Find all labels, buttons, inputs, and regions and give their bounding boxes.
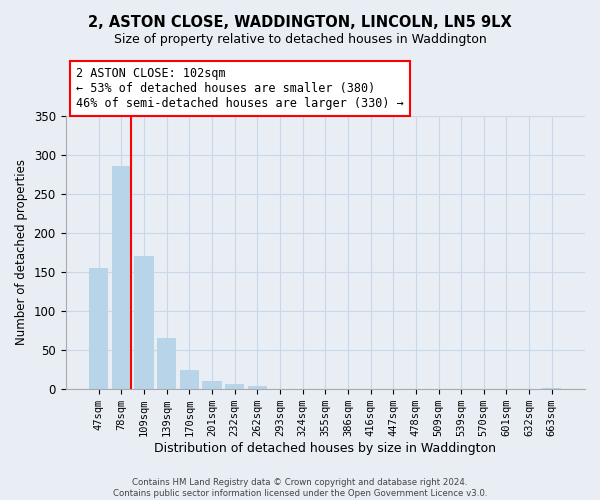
Text: 2 ASTON CLOSE: 102sqm
← 53% of detached houses are smaller (380)
46% of semi-det: 2 ASTON CLOSE: 102sqm ← 53% of detached … bbox=[76, 67, 404, 110]
X-axis label: Distribution of detached houses by size in Waddington: Distribution of detached houses by size … bbox=[154, 442, 496, 455]
Bar bbox=[134, 256, 154, 389]
Bar bbox=[89, 268, 109, 389]
Y-axis label: Number of detached properties: Number of detached properties bbox=[15, 160, 28, 346]
Bar bbox=[112, 166, 131, 389]
Text: Contains HM Land Registry data © Crown copyright and database right 2024.
Contai: Contains HM Land Registry data © Crown c… bbox=[113, 478, 487, 498]
Bar bbox=[542, 388, 562, 389]
Text: Size of property relative to detached houses in Waddington: Size of property relative to detached ho… bbox=[113, 32, 487, 46]
Bar bbox=[202, 382, 221, 389]
Text: 2, ASTON CLOSE, WADDINGTON, LINCOLN, LN5 9LX: 2, ASTON CLOSE, WADDINGTON, LINCOLN, LN5… bbox=[88, 15, 512, 30]
Bar bbox=[248, 386, 267, 389]
Bar bbox=[225, 384, 244, 389]
Bar bbox=[157, 338, 176, 389]
Bar bbox=[180, 370, 199, 389]
